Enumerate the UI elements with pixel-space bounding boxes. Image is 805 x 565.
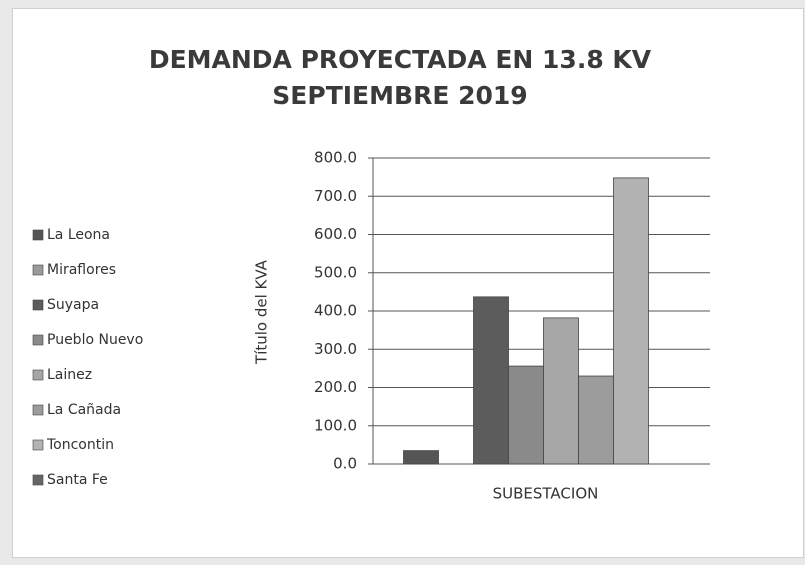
chart-title: DEMANDA PROYECTADA EN 13.8 KV SEPTIEMBRE… xyxy=(148,45,652,110)
y-tick-label: 600.0 xyxy=(314,225,357,243)
legend-label: Pueblo Nuevo xyxy=(47,332,143,348)
bar xyxy=(578,375,614,465)
legend-swatch xyxy=(32,334,44,346)
legend-label: Toncontin xyxy=(46,437,114,453)
y-tick-label: 300.0 xyxy=(314,340,357,358)
legend-label: La Cañada xyxy=(47,402,121,418)
bar xyxy=(473,296,509,465)
legend-swatch xyxy=(32,299,44,311)
y-tick-label: 500.0 xyxy=(314,263,357,281)
bar xyxy=(543,317,579,465)
y-tick-label: 200.0 xyxy=(314,378,357,396)
legend-swatch xyxy=(32,229,44,241)
legend-label: La Leona xyxy=(47,227,110,243)
legend-swatch xyxy=(32,264,44,276)
bar xyxy=(613,177,649,465)
legend-swatch xyxy=(32,404,44,416)
y-tick-label: 800.0 xyxy=(314,149,357,167)
y-tick-label: 400.0 xyxy=(314,302,357,320)
x-tick-label: SUBESTACION xyxy=(493,485,599,503)
legend-label: Miraflores xyxy=(47,262,116,278)
chart-area xyxy=(12,8,804,558)
legend-label: Lainez xyxy=(47,367,92,383)
legend-swatch xyxy=(32,369,44,381)
legend-swatch xyxy=(32,474,44,486)
legend-label: Santa Fe xyxy=(47,472,108,488)
y-tick-label: 0.0 xyxy=(333,455,357,473)
legend-label: Suyapa xyxy=(47,297,99,313)
legend-swatch xyxy=(32,439,44,451)
bar xyxy=(403,450,439,465)
y-axis-label: Título del KVA xyxy=(253,259,271,365)
y-tick-label: 700.0 xyxy=(314,187,357,205)
bar xyxy=(508,365,544,465)
y-tick-label: 100.0 xyxy=(314,416,357,434)
